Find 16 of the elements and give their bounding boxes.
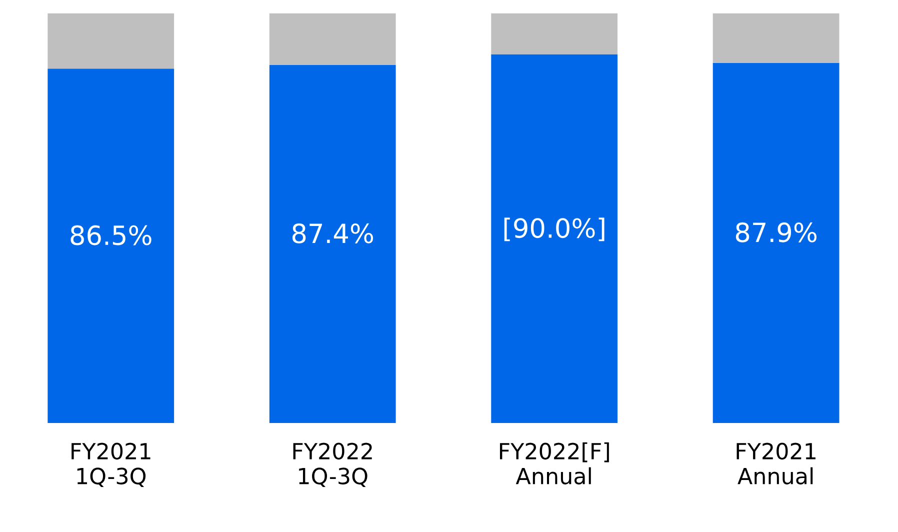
bar — [491, 54, 618, 423]
bar — [491, 13, 618, 54]
x-tick-label: FY2022 1Q-3Q — [293, 442, 372, 488]
bar — [712, 62, 840, 423]
bar — [48, 13, 174, 69]
data-label: 87.9% — [736, 222, 817, 242]
data-label: [90.0%] — [504, 218, 604, 242]
bar — [712, 13, 840, 63]
x-tick-label: FY2022[F] Annual — [500, 442, 609, 484]
data-label: 87.4% — [292, 223, 374, 244]
x-tick-label: FY2021 1Q-3Q — [72, 442, 150, 488]
data-label: 86.5% — [70, 225, 152, 246]
x-tick-label: FY2021 Annual — [736, 442, 816, 484]
bar — [48, 68, 174, 423]
bar — [269, 64, 396, 423]
bar — [269, 13, 396, 65]
